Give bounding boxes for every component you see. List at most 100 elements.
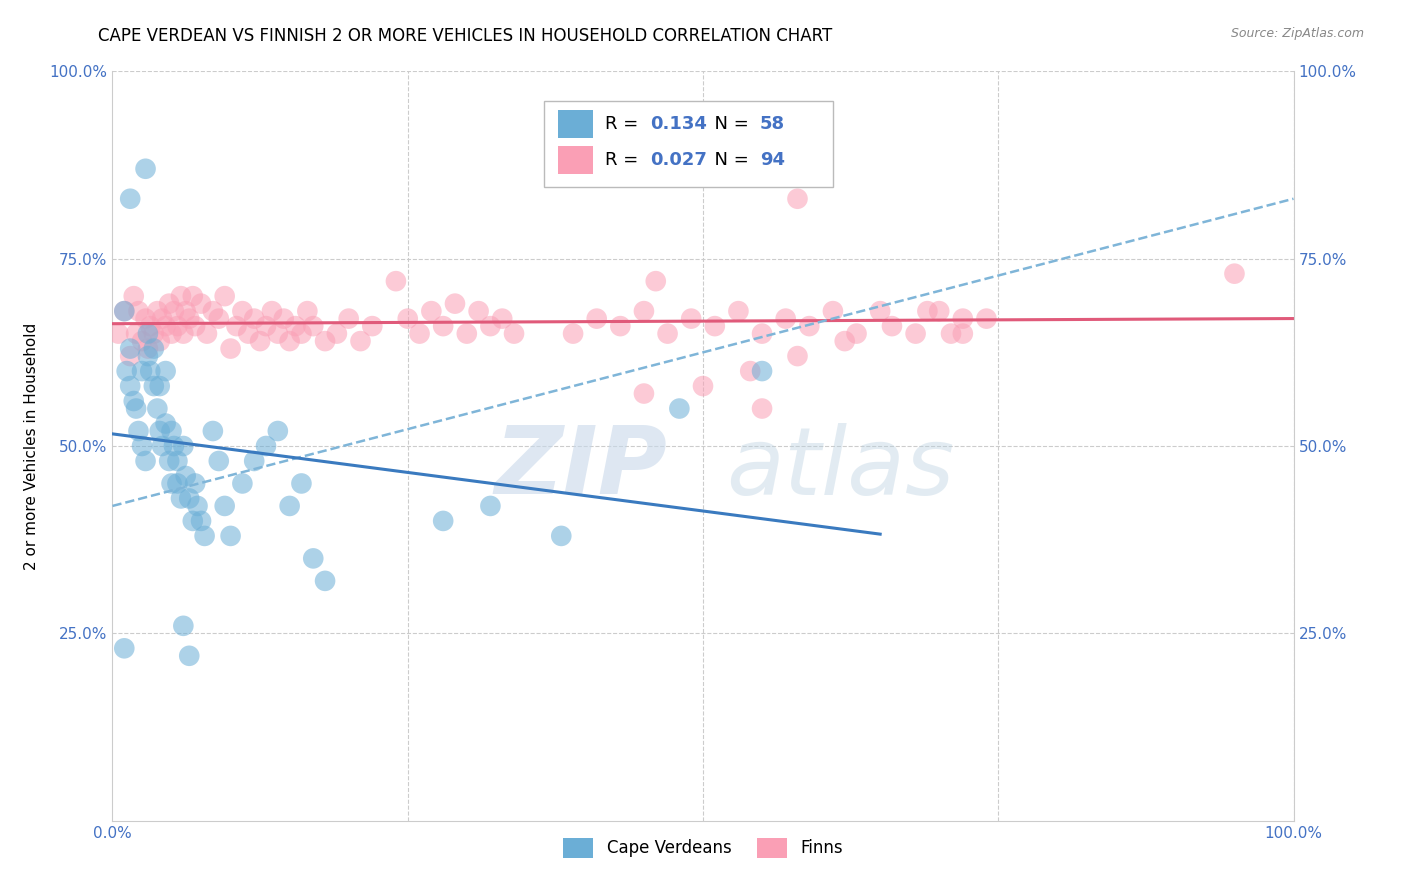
Point bbox=[786, 349, 808, 363]
Point bbox=[149, 424, 172, 438]
Point bbox=[751, 401, 773, 416]
Point bbox=[155, 364, 177, 378]
Point bbox=[278, 499, 301, 513]
Text: N =: N = bbox=[703, 115, 755, 133]
Point bbox=[249, 334, 271, 348]
Point bbox=[120, 379, 142, 393]
Point bbox=[633, 386, 655, 401]
Point bbox=[939, 326, 962, 341]
Point bbox=[349, 334, 371, 348]
Point bbox=[314, 574, 336, 588]
Point bbox=[219, 529, 242, 543]
Point bbox=[127, 424, 149, 438]
Text: R =: R = bbox=[605, 151, 644, 169]
Point bbox=[633, 304, 655, 318]
Point bbox=[122, 289, 145, 303]
Text: N =: N = bbox=[703, 151, 755, 169]
Point bbox=[174, 469, 197, 483]
Text: 0.134: 0.134 bbox=[650, 115, 707, 133]
Point bbox=[337, 311, 360, 326]
Point bbox=[125, 401, 148, 416]
Text: 0.027: 0.027 bbox=[650, 151, 707, 169]
Point bbox=[503, 326, 526, 341]
Point bbox=[201, 304, 224, 318]
Point bbox=[302, 551, 325, 566]
Point bbox=[657, 326, 679, 341]
Point bbox=[131, 334, 153, 348]
Point bbox=[122, 394, 145, 409]
Point bbox=[219, 342, 242, 356]
Point bbox=[201, 424, 224, 438]
Point bbox=[479, 319, 502, 334]
Point bbox=[231, 304, 253, 318]
Point bbox=[149, 334, 172, 348]
Point bbox=[172, 439, 194, 453]
Point bbox=[136, 349, 159, 363]
Point bbox=[146, 304, 169, 318]
Point bbox=[361, 319, 384, 334]
Point bbox=[243, 311, 266, 326]
Point bbox=[904, 326, 927, 341]
Point bbox=[273, 311, 295, 326]
Point bbox=[408, 326, 430, 341]
Point bbox=[208, 311, 231, 326]
Point bbox=[225, 319, 247, 334]
Point bbox=[585, 311, 607, 326]
Point bbox=[195, 326, 218, 341]
Point bbox=[127, 304, 149, 318]
Point bbox=[751, 326, 773, 341]
Point bbox=[432, 514, 454, 528]
Point bbox=[142, 342, 165, 356]
Point bbox=[692, 379, 714, 393]
Point bbox=[157, 296, 180, 310]
Point bbox=[562, 326, 585, 341]
FancyBboxPatch shape bbox=[544, 102, 832, 187]
Text: CAPE VERDEAN VS FINNISH 2 OR MORE VEHICLES IN HOUSEHOLD CORRELATION CHART: CAPE VERDEAN VS FINNISH 2 OR MORE VEHICL… bbox=[98, 27, 832, 45]
Point bbox=[297, 304, 319, 318]
Point bbox=[420, 304, 443, 318]
Point bbox=[115, 364, 138, 378]
Point bbox=[179, 491, 201, 506]
Point bbox=[125, 326, 148, 341]
Point bbox=[166, 319, 188, 334]
Point bbox=[491, 311, 513, 326]
FancyBboxPatch shape bbox=[558, 110, 593, 138]
Point bbox=[952, 326, 974, 341]
Point bbox=[150, 311, 173, 326]
Point bbox=[186, 499, 208, 513]
Point bbox=[928, 304, 950, 318]
Point bbox=[267, 424, 290, 438]
Point bbox=[190, 296, 212, 310]
Text: atlas: atlas bbox=[727, 423, 955, 514]
Point bbox=[172, 326, 194, 341]
Point bbox=[467, 304, 489, 318]
Text: R =: R = bbox=[605, 115, 644, 133]
Point bbox=[155, 319, 177, 334]
Point bbox=[112, 304, 135, 318]
Point bbox=[160, 424, 183, 438]
Point bbox=[107, 326, 129, 341]
Point bbox=[179, 648, 201, 663]
Point bbox=[170, 289, 193, 303]
Point bbox=[231, 476, 253, 491]
Point bbox=[952, 311, 974, 326]
Point bbox=[112, 304, 135, 318]
Point bbox=[609, 161, 631, 176]
Point bbox=[135, 311, 157, 326]
Point bbox=[290, 476, 312, 491]
Point bbox=[142, 326, 165, 341]
Point bbox=[290, 326, 312, 341]
Point bbox=[139, 319, 162, 334]
Point bbox=[444, 296, 467, 310]
Point bbox=[668, 401, 690, 416]
Point bbox=[786, 192, 808, 206]
Point bbox=[326, 326, 349, 341]
FancyBboxPatch shape bbox=[558, 145, 593, 174]
Point bbox=[163, 439, 186, 453]
Point bbox=[703, 319, 725, 334]
Point bbox=[976, 311, 998, 326]
Point bbox=[845, 326, 868, 341]
Point bbox=[751, 364, 773, 378]
Point bbox=[385, 274, 408, 288]
Point bbox=[917, 304, 939, 318]
